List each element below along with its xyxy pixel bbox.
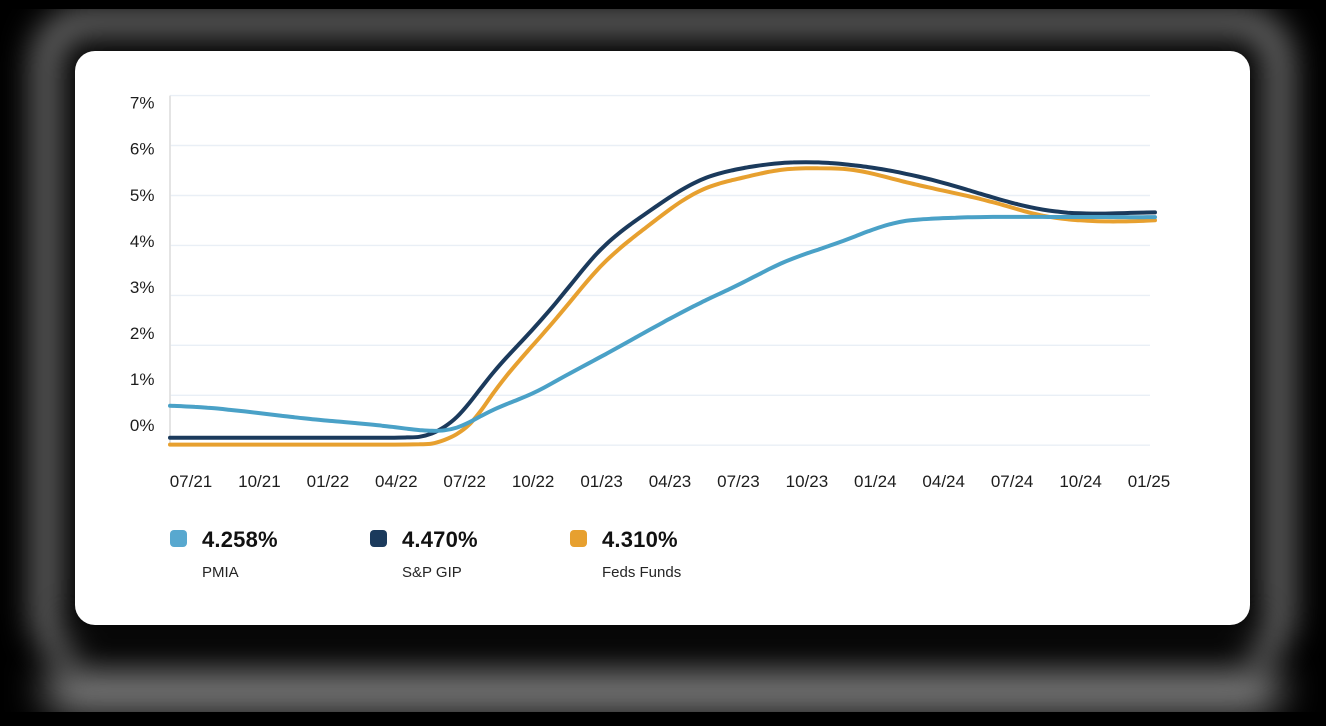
svg-text:5%: 5% (130, 186, 155, 205)
svg-text:07/21: 07/21 (170, 472, 213, 491)
svg-text:01/25: 01/25 (1128, 472, 1171, 491)
svg-text:0%: 0% (130, 416, 155, 435)
svg-text:10/24: 10/24 (1059, 472, 1102, 491)
svg-text:6%: 6% (130, 140, 155, 159)
svg-text:3%: 3% (130, 278, 155, 297)
svg-text:04/22: 04/22 (375, 472, 418, 491)
svg-text:4%: 4% (130, 232, 155, 251)
svg-text:10/22: 10/22 (512, 472, 555, 491)
svg-text:04/23: 04/23 (649, 472, 692, 491)
svg-text:07/23: 07/23 (717, 472, 760, 491)
svg-text:07/22: 07/22 (443, 472, 486, 491)
svg-text:10/23: 10/23 (786, 472, 829, 491)
svg-text:10/21: 10/21 (238, 472, 281, 491)
svg-text:01/22: 01/22 (307, 472, 350, 491)
svg-text:1%: 1% (130, 370, 155, 389)
svg-text:7%: 7% (130, 94, 155, 113)
svg-text:2%: 2% (130, 324, 155, 343)
svg-text:01/24: 01/24 (854, 472, 897, 491)
svg-text:07/24: 07/24 (991, 472, 1034, 491)
svg-text:04/24: 04/24 (922, 472, 965, 491)
svg-text:01/23: 01/23 (580, 472, 623, 491)
